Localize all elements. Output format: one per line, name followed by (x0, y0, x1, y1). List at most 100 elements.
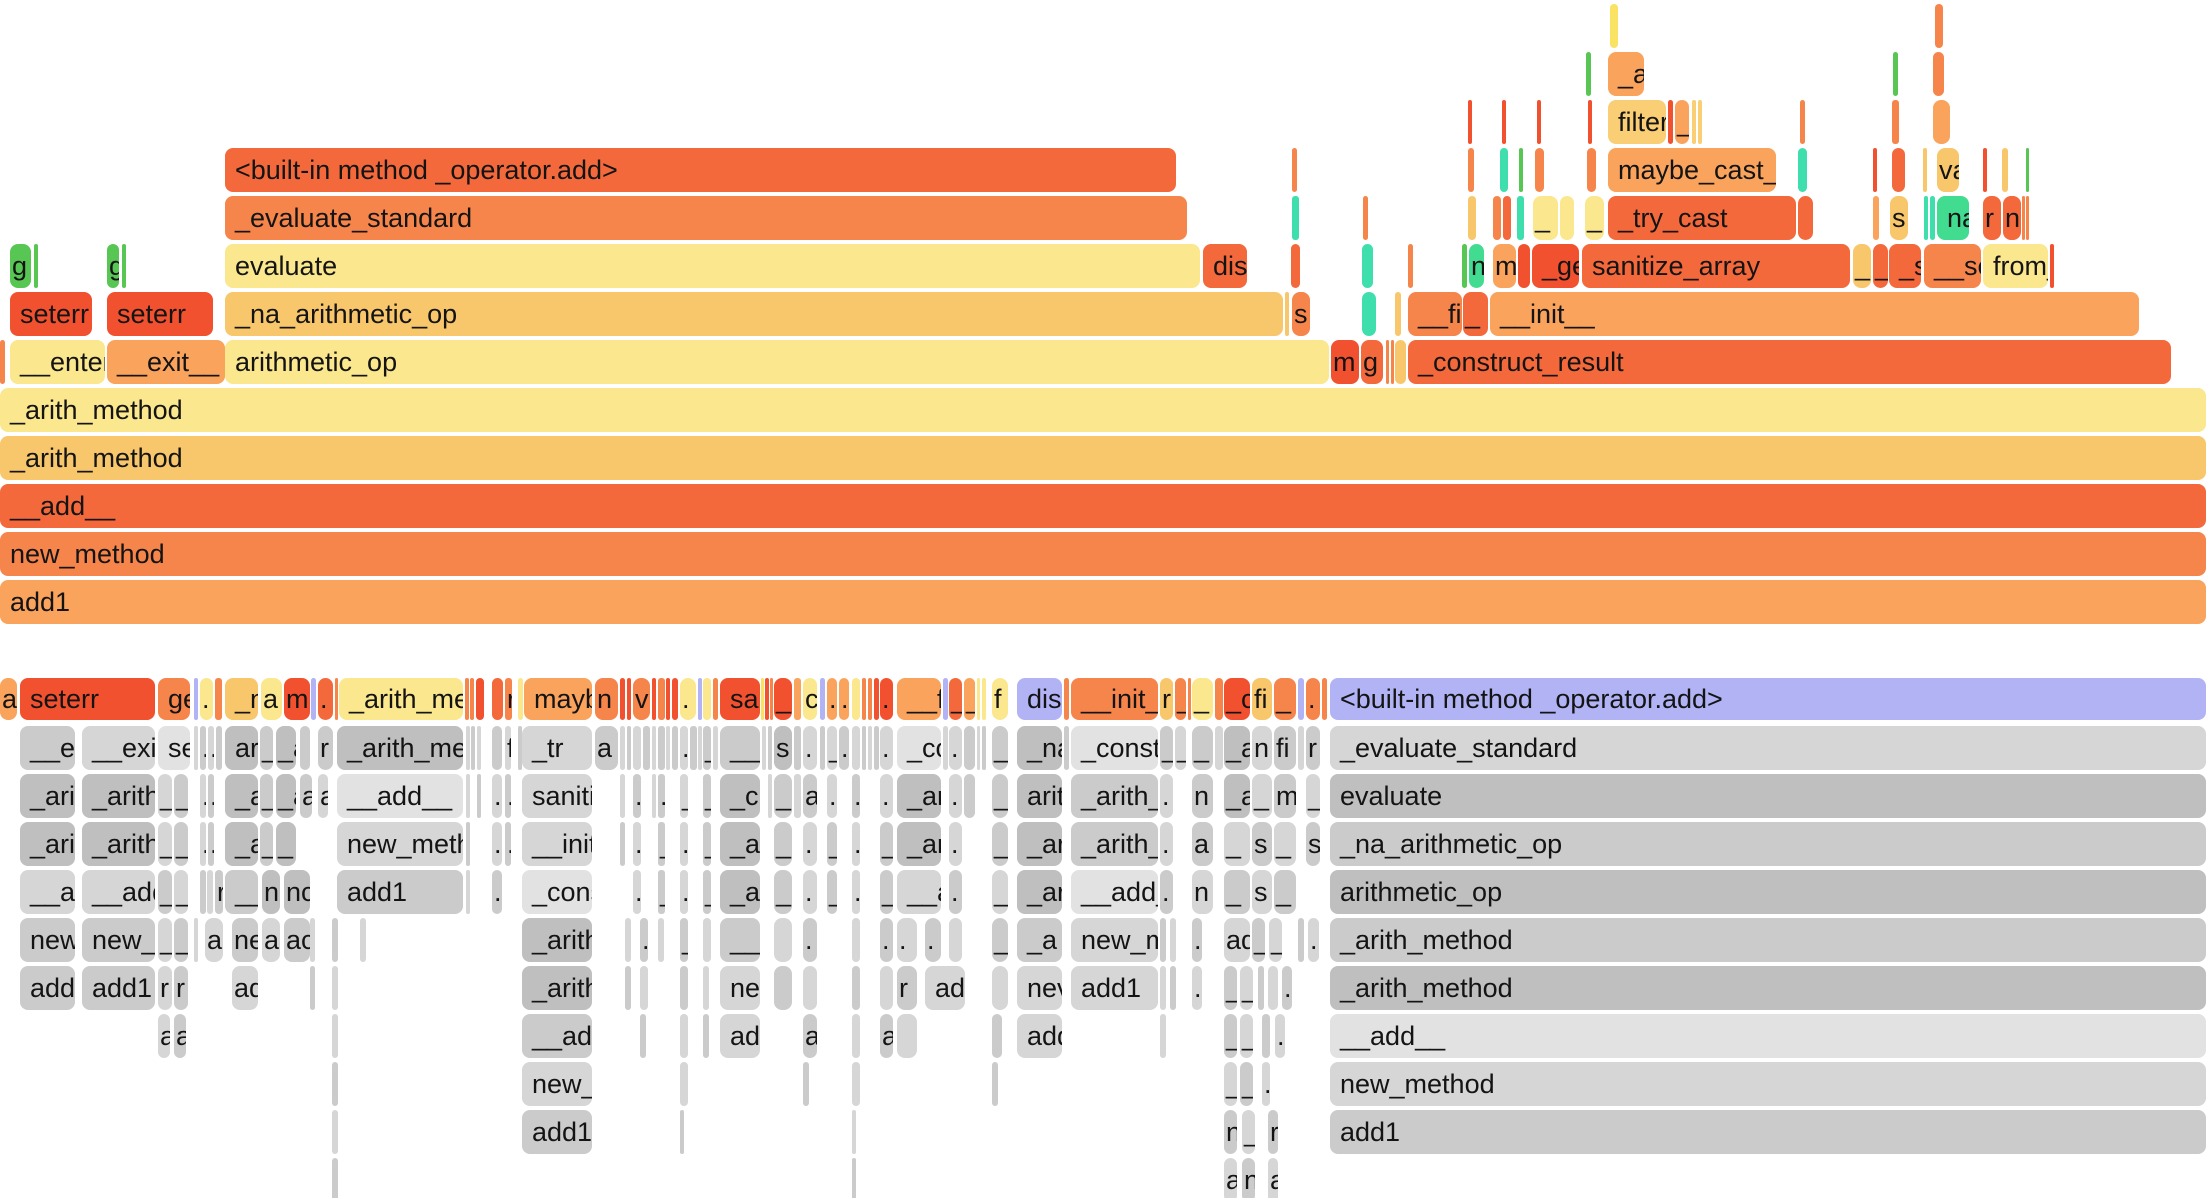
frame-bar[interactable]: _ (1175, 678, 1186, 720)
frame-bar[interactable]: add1 (522, 1110, 592, 1154)
frame-bar[interactable]: _ (703, 774, 711, 818)
frame-bar[interactable]: . (949, 822, 962, 866)
frame-bar[interactable]: n (1252, 726, 1272, 770)
frame-bar[interactable] (2002, 148, 2008, 192)
frame-bar[interactable] (1692, 100, 1696, 144)
frame-bar[interactable]: __init__ (1490, 292, 2139, 336)
frame-bar[interactable] (862, 678, 866, 720)
frame-bar[interactable]: . (318, 678, 333, 720)
frame-bar[interactable]: . (1306, 678, 1320, 720)
frame-bar[interactable]: va (1937, 148, 1959, 192)
frame-bar[interactable] (672, 726, 678, 770)
frame-bar[interactable]: . (1160, 870, 1173, 914)
frame-bar[interactable]: _arith_method (1330, 918, 2206, 962)
frame-bar[interactable]: sanitize_array (1582, 244, 1850, 288)
frame-bar[interactable]: new_method (1330, 1062, 2206, 1106)
frame-bar[interactable]: seterr (10, 292, 92, 336)
frame-bar[interactable]: _ (774, 774, 792, 818)
frame-bar[interactable]: a (0, 678, 17, 720)
frame-bar[interactable]: _na_arithmetic_op (1330, 822, 2206, 866)
frame-bar[interactable]: _n (225, 678, 258, 720)
frame-bar[interactable] (332, 1062, 338, 1106)
frame-bar[interactable]: _ (1242, 1110, 1255, 1154)
frame-bar[interactable] (964, 726, 975, 770)
frame-bar[interactable] (672, 678, 678, 720)
frame-bar[interactable]: a (1268, 1158, 1278, 1198)
frame-bar[interactable] (2050, 244, 2054, 288)
frame-bar[interactable]: add1 (0, 580, 2206, 624)
frame-bar[interactable] (1291, 244, 1300, 288)
frame-bar[interactable]: maybe (524, 678, 592, 720)
frame-bar[interactable]: _arith_ (82, 774, 155, 818)
frame-bar[interactable]: _tr (522, 726, 592, 770)
frame-bar[interactable]: _ (964, 678, 975, 720)
frame-bar[interactable]: _ (1853, 244, 1871, 288)
frame-bar[interactable]: _ (158, 870, 172, 914)
frame-bar[interactable] (658, 726, 665, 770)
frame-bar[interactable] (1064, 726, 1069, 770)
frame-bar[interactable] (703, 918, 711, 962)
frame-bar[interactable] (1395, 292, 1401, 336)
frame-bar[interactable]: __add_ (1071, 870, 1158, 914)
frame-bar[interactable] (820, 678, 825, 720)
frame-bar[interactable]: a (318, 774, 328, 818)
frame-bar[interactable]: _ (158, 822, 172, 866)
frame-bar[interactable] (310, 966, 315, 1010)
frame-bar[interactable]: <built-in method _operator.add> (1330, 678, 2206, 720)
frame-bar[interactable] (1292, 196, 1299, 240)
frame-bar[interactable] (852, 966, 860, 1010)
frame-bar[interactable]: a (803, 1014, 817, 1058)
frame-bar[interactable] (1935, 4, 1943, 48)
frame-bar[interactable] (1873, 196, 1879, 240)
frame-bar[interactable]: _arith_me (339, 678, 463, 720)
frame-bar[interactable]: _ (1240, 966, 1253, 1010)
frame-bar[interactable]: . (200, 822, 206, 866)
frame-bar[interactable]: . (1282, 966, 1292, 1010)
frame-bar[interactable]: add (1017, 1014, 1062, 1058)
frame-bar[interactable]: _ (1160, 726, 1173, 770)
frame-bar[interactable]: a (300, 774, 312, 818)
frame-bar[interactable] (1933, 52, 1944, 96)
frame-bar[interactable]: _ (1192, 678, 1213, 720)
frame-bar[interactable]: m (1274, 774, 1296, 818)
frame-bar[interactable]: new_method (0, 532, 2206, 576)
frame-bar[interactable] (1160, 918, 1166, 962)
frame-bar[interactable]: __exit__ (107, 340, 225, 384)
frame-bar[interactable]: f (505, 726, 511, 770)
frame-bar[interactable] (1933, 100, 1950, 144)
frame-bar[interactable] (1215, 678, 1223, 720)
frame-bar[interactable]: _a (1224, 774, 1250, 818)
frame-bar[interactable]: _evaluate_standard (1330, 726, 2206, 770)
frame-bar[interactable] (1798, 148, 1807, 192)
frame-bar[interactable]: _ (680, 774, 688, 818)
frame-bar[interactable] (1537, 100, 1541, 144)
frame-bar[interactable] (794, 678, 801, 720)
frame-bar[interactable]: . (949, 870, 962, 914)
frame-bar[interactable]: _ (174, 870, 188, 914)
frame-bar[interactable]: __ (720, 918, 760, 962)
frame-bar[interactable] (964, 774, 975, 818)
frame-bar[interactable]: _ (1224, 1014, 1237, 1058)
frame-bar[interactable] (311, 678, 316, 720)
frame-bar[interactable] (1170, 966, 1176, 1010)
frame-bar[interactable] (1587, 148, 1596, 192)
frame-bar[interactable] (1493, 196, 1501, 240)
frame-bar[interactable]: ge (158, 678, 190, 720)
frame-bar[interactable] (949, 918, 962, 962)
frame-bar[interactable]: sanitiz (522, 774, 592, 818)
frame-bar[interactable] (713, 678, 718, 720)
frame-bar[interactable]: __ (720, 726, 760, 770)
frame-bar[interactable]: . (633, 870, 641, 914)
frame-bar[interactable]: __ad (522, 1014, 592, 1058)
frame-bar[interactable]: _ (703, 870, 711, 914)
frame-bar[interactable]: _a (1608, 52, 1644, 96)
frame-bar[interactable]: s (1252, 870, 1272, 914)
frame-bar[interactable] (194, 726, 198, 770)
frame-bar[interactable] (620, 678, 625, 720)
frame-bar[interactable] (820, 726, 825, 770)
frame-bar[interactable]: _ (260, 822, 273, 866)
frame-bar[interactable]: _ (827, 870, 837, 914)
frame-bar[interactable] (666, 678, 670, 720)
frame-bar[interactable] (762, 726, 766, 770)
frame-bar[interactable] (1391, 340, 1394, 384)
